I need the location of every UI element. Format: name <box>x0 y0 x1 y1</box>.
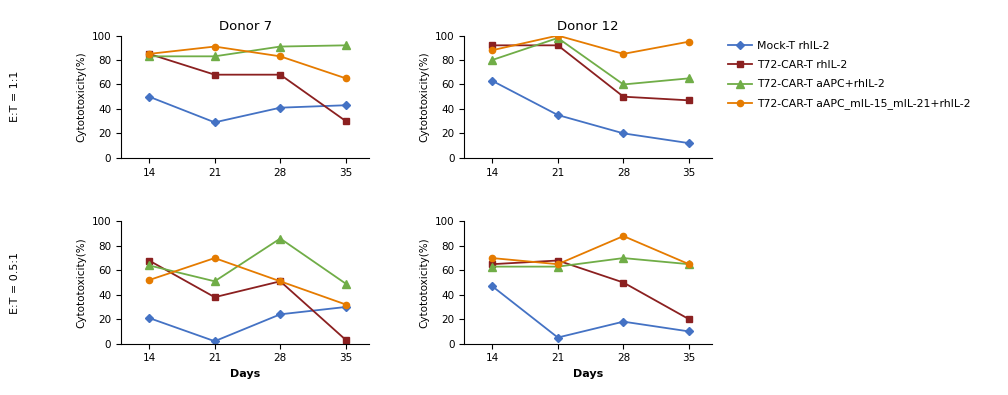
Y-axis label: Cytototoxicity(%): Cytototoxicity(%) <box>419 51 429 142</box>
Title: Donor 7: Donor 7 <box>219 20 272 33</box>
Title: Donor 12: Donor 12 <box>557 20 619 33</box>
X-axis label: Days: Days <box>230 369 260 379</box>
Legend: Mock-T rhIL-2, T72-CAR-T rhIL-2, T72-CAR-T aAPC+rhIL-2, T72-CAR-T aAPC_mIL-15_mI: Mock-T rhIL-2, T72-CAR-T rhIL-2, T72-CAR… <box>728 41 971 109</box>
Y-axis label: Cytototoxicity(%): Cytototoxicity(%) <box>76 237 86 328</box>
Text: E:T = 0.5:1: E:T = 0.5:1 <box>10 252 20 314</box>
X-axis label: Days: Days <box>574 369 604 379</box>
Y-axis label: Cytototoxicity(%): Cytototoxicity(%) <box>419 237 429 328</box>
Y-axis label: Cytototoxicity(%): Cytototoxicity(%) <box>76 51 86 142</box>
Text: E:T = 1:1: E:T = 1:1 <box>10 71 20 122</box>
